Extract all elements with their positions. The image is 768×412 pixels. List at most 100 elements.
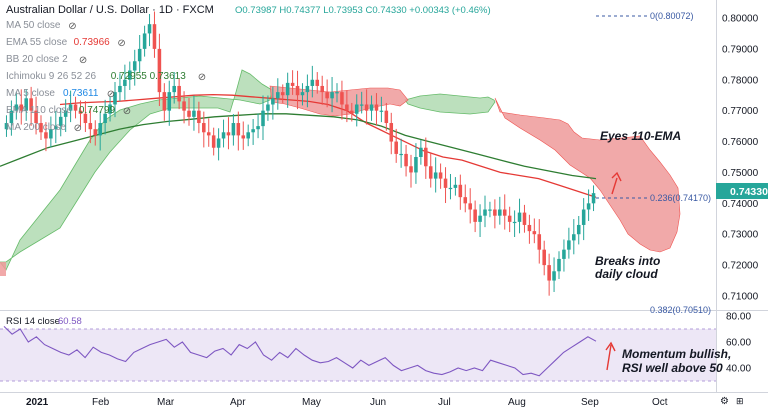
candle-body xyxy=(305,85,310,93)
annotation-arrow-up xyxy=(611,177,618,195)
candle-body xyxy=(542,249,546,266)
candle-body xyxy=(364,104,369,111)
candles-layer xyxy=(4,11,596,296)
current-price-text: 0.74330 xyxy=(730,186,768,198)
candle-body xyxy=(132,61,137,71)
candle-body xyxy=(29,98,33,111)
candle-body xyxy=(532,231,537,235)
candle-body xyxy=(409,166,413,173)
candle-body xyxy=(527,224,532,232)
candle-body xyxy=(581,209,586,225)
cloud-red-lower xyxy=(494,97,681,253)
time-tick-label: Jun xyxy=(370,397,386,408)
candle-body xyxy=(389,123,394,142)
legend-value: 0.73966 xyxy=(74,37,111,48)
candle-body xyxy=(285,82,290,96)
ema55-line xyxy=(59,93,597,198)
candle-body xyxy=(517,212,522,222)
legend-visibility-icon[interactable]: ⊘ xyxy=(74,123,82,134)
candle-body xyxy=(493,209,497,216)
legend-value: 0.72955 0.73613 xyxy=(111,71,187,82)
legend-visibility-icon[interactable]: ⊘ xyxy=(123,106,131,117)
time-tick-label: Aug xyxy=(508,397,526,408)
candle-body xyxy=(128,70,132,80)
candle-body xyxy=(98,123,102,136)
candle-body xyxy=(330,92,334,99)
candle-body xyxy=(572,234,576,241)
candle-body xyxy=(246,132,250,139)
candle-body xyxy=(354,104,359,114)
candle-body xyxy=(562,249,566,259)
candle-body xyxy=(266,104,270,111)
candle-body xyxy=(537,234,542,250)
candle-body xyxy=(167,92,172,111)
cloud-green-right xyxy=(404,93,496,115)
candle-body xyxy=(192,110,196,117)
current-price-badge xyxy=(716,183,768,199)
candle-body xyxy=(49,129,53,139)
price-tick-label: 0.76000 xyxy=(722,137,759,148)
price-tick-label: 0.73000 xyxy=(722,230,759,241)
time-tick-label: Jul xyxy=(438,397,451,408)
settings-icon[interactable]: ⚙ xyxy=(720,396,729,407)
candle-body xyxy=(433,172,438,179)
legend-label: MA 50 close xyxy=(6,20,61,31)
candle-body xyxy=(350,110,354,114)
annotation-arrowhead-up xyxy=(611,171,622,182)
candle-body xyxy=(24,98,28,111)
candle-body xyxy=(552,271,556,281)
candle-body xyxy=(576,224,581,235)
legend-label: EMA 110 close xyxy=(6,105,72,116)
legend-value: 0.73611 xyxy=(63,88,99,99)
annotation-eyes-ema: Eyes 110-EMA xyxy=(600,129,681,143)
log-scale-toggle[interactable]: ⊞ xyxy=(736,397,744,407)
candle-body xyxy=(419,147,423,157)
candle-body xyxy=(108,104,112,114)
candle-body xyxy=(68,104,73,111)
candle-body xyxy=(300,92,305,96)
candle-body xyxy=(4,123,9,130)
legend-label: MA 5 close xyxy=(6,88,55,99)
candle-body xyxy=(443,178,448,188)
candle-body xyxy=(374,104,379,111)
candle-body xyxy=(290,82,295,86)
candle-body xyxy=(9,110,14,124)
candle-body xyxy=(557,258,561,272)
legend-value: 0.74799 xyxy=(79,105,116,116)
ohlc-readout: O0.73987 H0.74377 L0.73953 C0.74330 +0.0… xyxy=(235,5,491,16)
candle-body xyxy=(271,98,275,105)
indicator-legend: MA 50 close ⊘EMA 55 close 0.73966 ⊘BB 20 cl… xyxy=(6,20,206,134)
legend-visibility-icon[interactable]: ⊘ xyxy=(68,21,76,32)
candle-body xyxy=(428,166,433,179)
legend-label: EMA 55 close xyxy=(6,37,68,48)
candle-body xyxy=(44,132,48,139)
annotation-momentum-1: Momentum bullish, xyxy=(622,347,731,361)
cloud-red-left-edge xyxy=(0,262,6,276)
candle-body xyxy=(206,132,211,136)
candle-body xyxy=(216,138,221,148)
price-tick-label: 0.71000 xyxy=(722,292,759,303)
candle-body xyxy=(14,104,19,111)
price-tick-label: 0.72000 xyxy=(722,261,759,272)
candle-body xyxy=(137,48,142,62)
rsi-value: 60.58 xyxy=(58,316,82,327)
legend-visibility-icon[interactable]: ⊘ xyxy=(198,72,206,83)
annotation-breaks-2: daily cloud xyxy=(595,267,658,281)
legend-visibility-icon[interactable]: ⊘ xyxy=(117,38,125,49)
price-tick-label: 0.79000 xyxy=(722,44,759,55)
candle-body xyxy=(63,110,68,117)
rsi-annotation-arrowhead xyxy=(605,341,616,352)
candle-body xyxy=(586,203,591,210)
candle-body xyxy=(142,33,147,49)
legend-visibility-icon[interactable]: ⊘ xyxy=(79,55,87,66)
candle-body xyxy=(468,203,472,210)
candle-body xyxy=(502,209,507,216)
candle-body xyxy=(458,184,463,198)
fib-label-236: 0.236(0.74170) xyxy=(650,193,711,203)
time-tick-label: Sep xyxy=(581,397,599,408)
legend-visibility-icon[interactable]: ⊘ xyxy=(107,89,115,100)
candle-body xyxy=(414,157,418,173)
candle-body xyxy=(88,123,93,130)
